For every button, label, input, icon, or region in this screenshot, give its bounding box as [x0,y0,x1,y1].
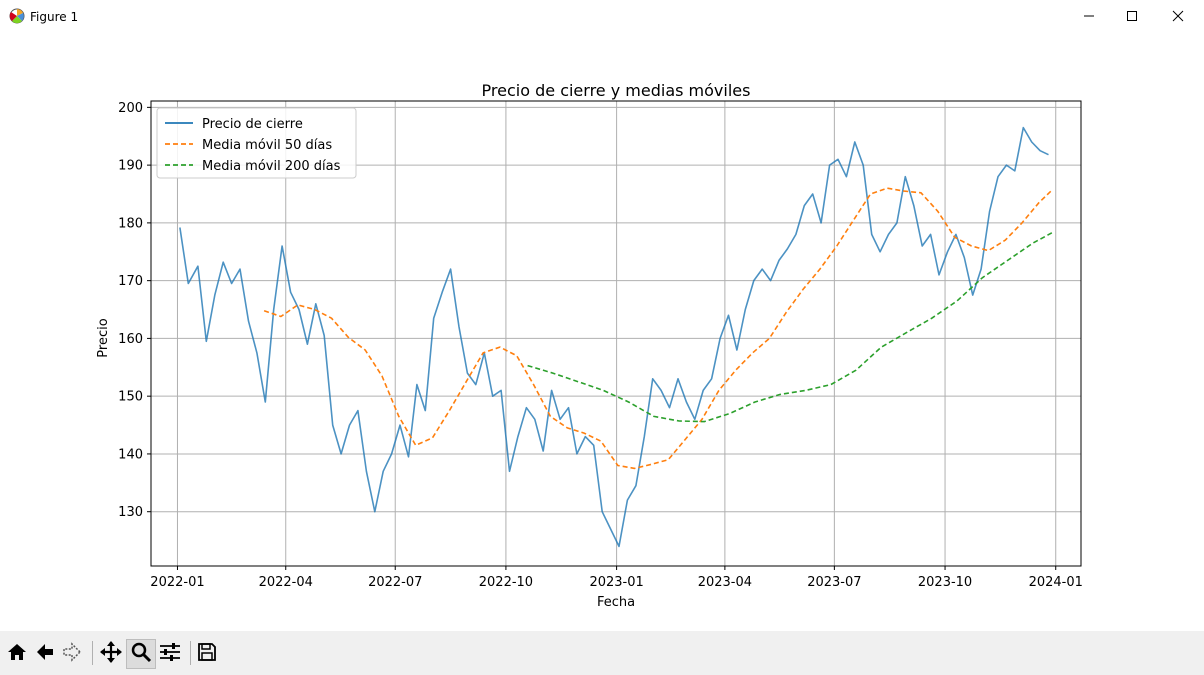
maximize-icon [1126,7,1138,26]
y-tick-label: 200 [118,101,143,116]
legend-label-ma200: Media móvil 200 días [202,159,341,174]
toolbar-separator [92,641,93,665]
figure-canvas[interactable]: 2022-01 2022-04 2022-07 2022-10 2023-01 2023-… [0,33,1204,631]
forward-button[interactable] [57,639,87,669]
close-icon [1172,7,1184,26]
maximize-button[interactable] [1109,0,1155,33]
y-tick-label: 130 [118,505,143,520]
y-tick-label: 140 [118,447,143,462]
series-layer [179,126,1053,548]
series-line-ma200 [527,231,1053,423]
x-tick-label: 2022-07 [368,575,422,590]
legend-label-close: Precio de cierre [202,117,303,132]
minimize-icon [1083,7,1095,26]
x-tick-label: 2022-04 [259,575,313,590]
x-tick-label: 2022-10 [479,575,533,590]
configure-subplots-button[interactable] [155,639,185,669]
pan-button[interactable] [96,639,126,669]
chart-title: Precio de cierre y medias móviles [482,81,751,100]
series-line-ma50 [263,187,1053,470]
window-titlebar: Figure 1 [0,0,1204,33]
y-axis-label: Precio [96,318,111,357]
minimize-button[interactable] [1066,0,1112,33]
plot-frame [150,100,1082,567]
configure-subplots-icon [158,641,182,667]
home-icon [6,641,28,667]
legend: Precio de cierre Media móvil 50 días Med… [156,107,357,179]
y-tick-label: 150 [118,390,143,405]
save-button[interactable] [192,639,222,669]
x-tick-label: 2023-07 [807,575,861,590]
y-tick-label: 190 [118,159,143,174]
save-icon [196,641,218,667]
matplotlib-icon [8,7,26,25]
y-tick-label: 180 [118,216,143,231]
x-tick-label: 2022-01 [150,575,204,590]
forward-icon [61,641,83,667]
y-tick-label: 160 [118,332,143,347]
navigation-toolbar [0,631,1204,675]
x-axis-ticks: 2022-01 2022-04 2022-07 2022-10 2023-01 2023-… [150,566,1083,590]
close-button[interactable] [1155,0,1201,33]
back-button[interactable] [30,639,60,669]
toolbar-separator [190,641,191,665]
y-tick-label: 170 [118,274,143,289]
legend-label-ma50: Media móvil 50 días [202,138,332,153]
pan-icon [99,640,123,668]
zoom-button[interactable] [126,639,156,669]
window-title: Figure 1 [30,10,79,24]
line-chart[interactable]: 2022-01 2022-04 2022-07 2022-10 2023-01 2023-… [0,33,1204,631]
home-button[interactable] [2,639,32,669]
x-tick-label: 2023-10 [918,575,972,590]
back-icon [34,641,56,667]
y-axis-ticks: 130 140 150 160 170 180 190 200 [118,101,151,520]
zoom-icon [130,641,152,667]
x-axis-label: Fecha [597,595,635,610]
legend-box [156,107,357,179]
x-tick-label: 2023-04 [698,575,752,590]
series-line-close [179,126,1049,548]
x-tick-label: 2023-01 [589,575,643,590]
x-tick-label: 2024-01 [1029,575,1083,590]
